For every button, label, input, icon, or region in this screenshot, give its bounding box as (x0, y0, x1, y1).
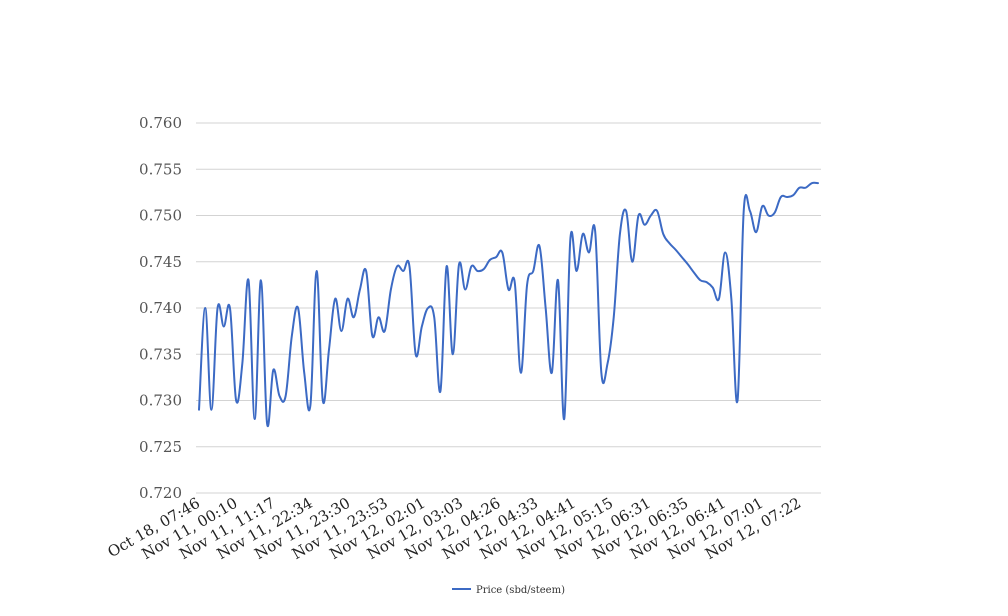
series-layer (198, 181, 819, 428)
y-tick-label: 0.740 (139, 299, 182, 317)
legend: Price (sbd/steem) (452, 585, 565, 596)
y-tick-label: 0.745 (139, 253, 182, 271)
gridlines (196, 122, 821, 494)
y-axis-ticks: 0.720 0.725 0.730 0.735 0.740 0.745 0.750 0.755… (139, 114, 182, 502)
y-tick-label: 0.750 (139, 207, 182, 225)
y-tick-label: 0.760 (139, 114, 182, 132)
y-tick-label: 0.735 (139, 345, 182, 363)
y-tick-label: 0.725 (139, 438, 182, 456)
y-tick-label: 0.720 (139, 484, 182, 502)
y-tick-label: 0.755 (139, 160, 182, 178)
series-line-price (198, 181, 819, 428)
legend-label: Price (sbd/steem) (476, 585, 565, 596)
y-tick-label: 0.730 (139, 392, 182, 410)
